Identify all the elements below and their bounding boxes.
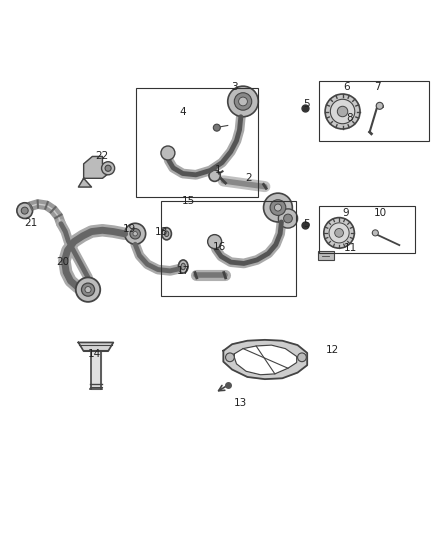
Circle shape [125,223,146,244]
Text: 14: 14 [88,349,101,359]
Text: 8: 8 [346,113,353,123]
Ellipse shape [178,260,188,273]
Circle shape [105,165,111,171]
Circle shape [161,146,175,160]
Circle shape [376,102,383,109]
Circle shape [234,93,252,110]
Circle shape [325,94,360,129]
Circle shape [76,277,100,302]
Text: 5: 5 [303,219,310,229]
Circle shape [239,97,247,106]
Circle shape [85,287,91,293]
Circle shape [130,229,141,239]
Text: 20: 20 [56,257,69,267]
Text: 10: 10 [374,208,387,218]
Ellipse shape [181,263,185,270]
Text: 5: 5 [303,99,310,109]
Text: 1: 1 [214,165,221,175]
Circle shape [213,124,220,131]
Circle shape [275,204,282,211]
Ellipse shape [162,228,171,240]
Circle shape [372,230,378,236]
Text: 17: 17 [177,266,190,276]
Text: 13: 13 [233,398,247,408]
Bar [161,201,296,296]
Text: 11: 11 [343,243,357,253]
Polygon shape [91,351,101,389]
Circle shape [209,170,220,181]
Polygon shape [84,157,111,179]
Circle shape [133,231,138,236]
Circle shape [208,235,222,248]
Text: 18: 18 [155,227,168,237]
Text: 15: 15 [182,196,195,206]
Circle shape [329,223,349,243]
Circle shape [335,229,343,237]
Circle shape [17,203,32,219]
Circle shape [264,193,292,222]
Polygon shape [78,179,92,187]
Text: 21: 21 [24,218,37,228]
Ellipse shape [164,231,169,237]
Bar [318,251,334,260]
Circle shape [337,106,348,117]
Text: 6: 6 [343,83,350,93]
Text: 4: 4 [180,107,187,117]
Circle shape [297,353,306,362]
Polygon shape [78,343,113,351]
Text: 19: 19 [123,224,136,235]
Bar [319,80,428,141]
Text: 22: 22 [95,151,109,161]
Polygon shape [234,345,297,375]
Circle shape [324,217,354,248]
Circle shape [228,86,258,117]
Circle shape [102,161,115,175]
Bar [319,206,416,253]
Text: 12: 12 [326,345,339,356]
Bar [136,88,258,197]
Text: 2: 2 [245,173,252,183]
Text: 7: 7 [374,83,381,93]
Circle shape [21,207,28,214]
Circle shape [279,209,297,228]
Circle shape [270,200,286,215]
Text: 16: 16 [212,242,226,252]
Text: 9: 9 [343,208,349,218]
Circle shape [81,283,95,296]
Circle shape [284,214,292,223]
Circle shape [330,99,355,124]
Polygon shape [223,340,307,379]
Circle shape [226,353,234,362]
Text: 3: 3 [231,83,237,93]
